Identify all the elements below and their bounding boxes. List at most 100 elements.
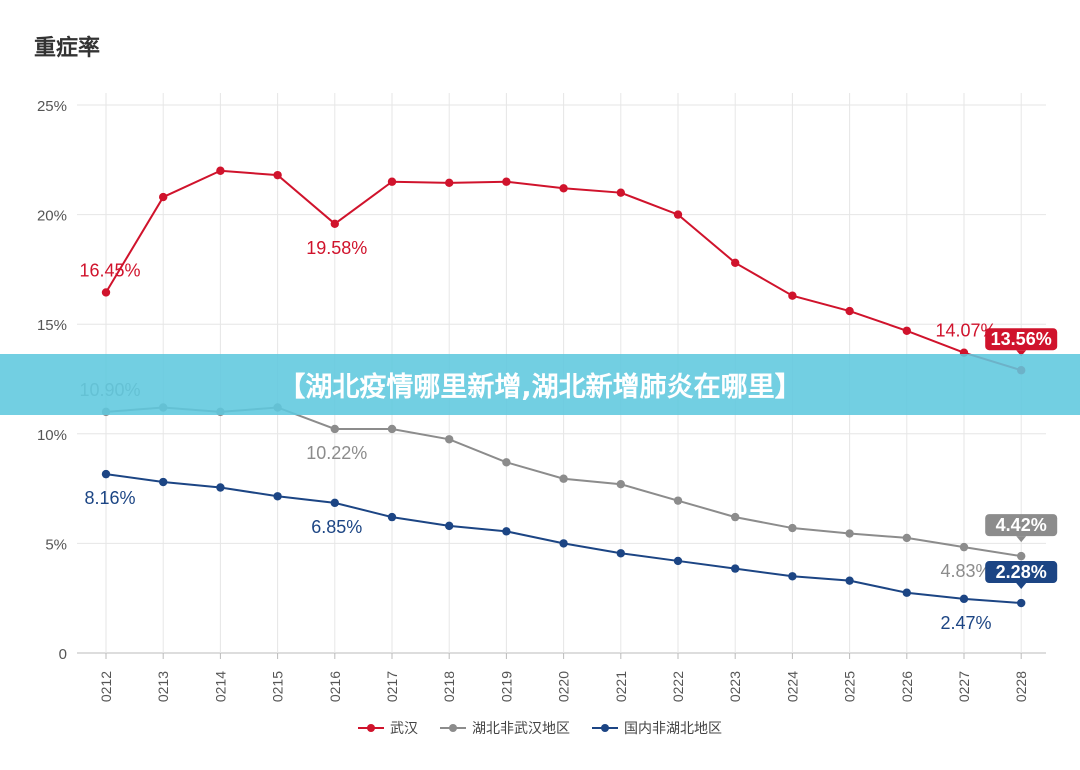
data-label: 6.85%	[311, 517, 362, 537]
x-tick-label: 0219	[498, 671, 514, 702]
legend-swatch-wuhan	[358, 722, 384, 734]
legend-label: 国内非湖北地区	[624, 721, 722, 737]
y-tick-label: 5%	[45, 536, 67, 553]
end-value-badge-pointer	[1016, 583, 1027, 590]
data-point	[559, 184, 568, 193]
x-tick-label: 0212	[98, 671, 114, 702]
legend-item-hubei-non-wuhan[interactable]: 湖北非武汉地区	[440, 718, 570, 738]
data-point	[330, 424, 339, 434]
data-point	[902, 326, 911, 335]
x-tick-label: 0217	[384, 671, 400, 702]
data-point	[387, 512, 397, 522]
data-label: 8.16%	[84, 488, 135, 508]
x-tick-label: 0222	[670, 671, 686, 702]
data-point	[273, 492, 282, 501]
x-tick-label: 0224	[784, 671, 800, 702]
data-point	[673, 556, 683, 566]
data-point	[445, 178, 454, 188]
data-point	[559, 474, 568, 483]
data-point	[788, 523, 797, 533]
data-point	[330, 498, 339, 508]
data-point	[788, 572, 797, 581]
legend-swatch-non-hubei	[592, 722, 618, 734]
data-point	[101, 288, 111, 297]
data-point	[387, 177, 397, 186]
data-point	[959, 594, 969, 604]
y-tick-label: 0	[59, 646, 67, 663]
data-point	[559, 539, 568, 548]
y-tick-label: 25%	[37, 98, 67, 115]
data-point	[788, 291, 797, 300]
data-label: 10.22%	[306, 443, 367, 463]
data-point	[673, 210, 683, 219]
data-point	[616, 549, 625, 558]
x-tick-label: 0227	[956, 671, 972, 702]
end-value-badge	[985, 514, 1058, 537]
legend-dot	[449, 724, 457, 732]
x-tick-label: 0226	[899, 671, 915, 702]
data-point	[616, 480, 625, 489]
x-tick-label: 0214	[212, 671, 228, 702]
x-tick-label: 0221	[613, 671, 629, 702]
x-tick-label: 0213	[155, 671, 171, 702]
data-point	[731, 512, 740, 522]
x-tick-label: 0218	[441, 671, 457, 702]
data-label: 19.58%	[306, 238, 367, 258]
legend-swatch-hubei-non-wuhan	[440, 722, 466, 734]
x-tick-label: 0215	[270, 671, 286, 702]
x-tick-label: 0220	[556, 671, 572, 702]
data-label: 14.07%	[935, 321, 996, 341]
legend-item-wuhan[interactable]: 武汉	[358, 718, 418, 738]
page-title: 重症率	[34, 36, 101, 61]
data-point	[731, 258, 740, 268]
data-point	[731, 564, 740, 573]
end-value-badge	[985, 328, 1058, 351]
data-point	[101, 469, 111, 479]
data-point	[330, 219, 339, 229]
data-point	[902, 533, 911, 543]
x-tick-label: 0225	[842, 671, 858, 702]
data-point	[845, 306, 854, 316]
data-label: 2.47%	[940, 613, 991, 633]
legend-label: 武汉	[390, 721, 418, 737]
data-point	[1017, 598, 1026, 608]
legend-dot	[601, 724, 609, 732]
data-point	[159, 477, 168, 487]
end-value-badge-pointer	[1016, 350, 1027, 357]
data-point	[845, 529, 854, 538]
data-point	[673, 496, 683, 505]
legend-dot	[367, 724, 375, 732]
data-label: 4.83%	[940, 561, 991, 581]
y-tick-label: 10%	[37, 427, 67, 444]
end-value-badge-label: 4.42%	[996, 515, 1047, 535]
data-point	[502, 177, 511, 186]
data-point	[273, 170, 282, 180]
legend-label: 湖北非武汉地区	[472, 721, 570, 737]
data-point	[1017, 551, 1026, 561]
data-point	[445, 521, 454, 531]
chart-legend: 武汉 湖北非武汉地区 国内非湖北地区	[0, 716, 1080, 740]
legend-item-non-hubei[interactable]: 国内非湖北地区	[592, 718, 722, 738]
end-value-badge-pointer	[1016, 536, 1027, 543]
end-value-badge-label: 2.28%	[996, 562, 1047, 582]
data-point	[845, 576, 854, 585]
y-tick-label: 15%	[37, 317, 67, 334]
data-point	[616, 188, 625, 197]
overlay-banner: 【湖北疫情哪里新增,湖北新增肺炎在哪里】	[0, 354, 1080, 415]
end-value-badge	[985, 561, 1058, 584]
x-tick-label: 0216	[327, 671, 343, 702]
y-tick-label: 20%	[37, 208, 67, 225]
data-point	[502, 458, 511, 467]
data-point	[445, 435, 454, 444]
data-label: 16.45%	[79, 260, 140, 280]
data-point	[216, 166, 225, 175]
data-point	[387, 424, 397, 434]
data-point	[502, 527, 511, 536]
data-point	[159, 192, 168, 202]
data-point	[216, 483, 225, 492]
data-point	[902, 588, 911, 597]
end-value-badge-label: 13.56%	[991, 329, 1052, 349]
x-tick-label: 0228	[1013, 671, 1029, 702]
data-point	[959, 542, 969, 552]
x-tick-label: 0223	[727, 671, 743, 702]
